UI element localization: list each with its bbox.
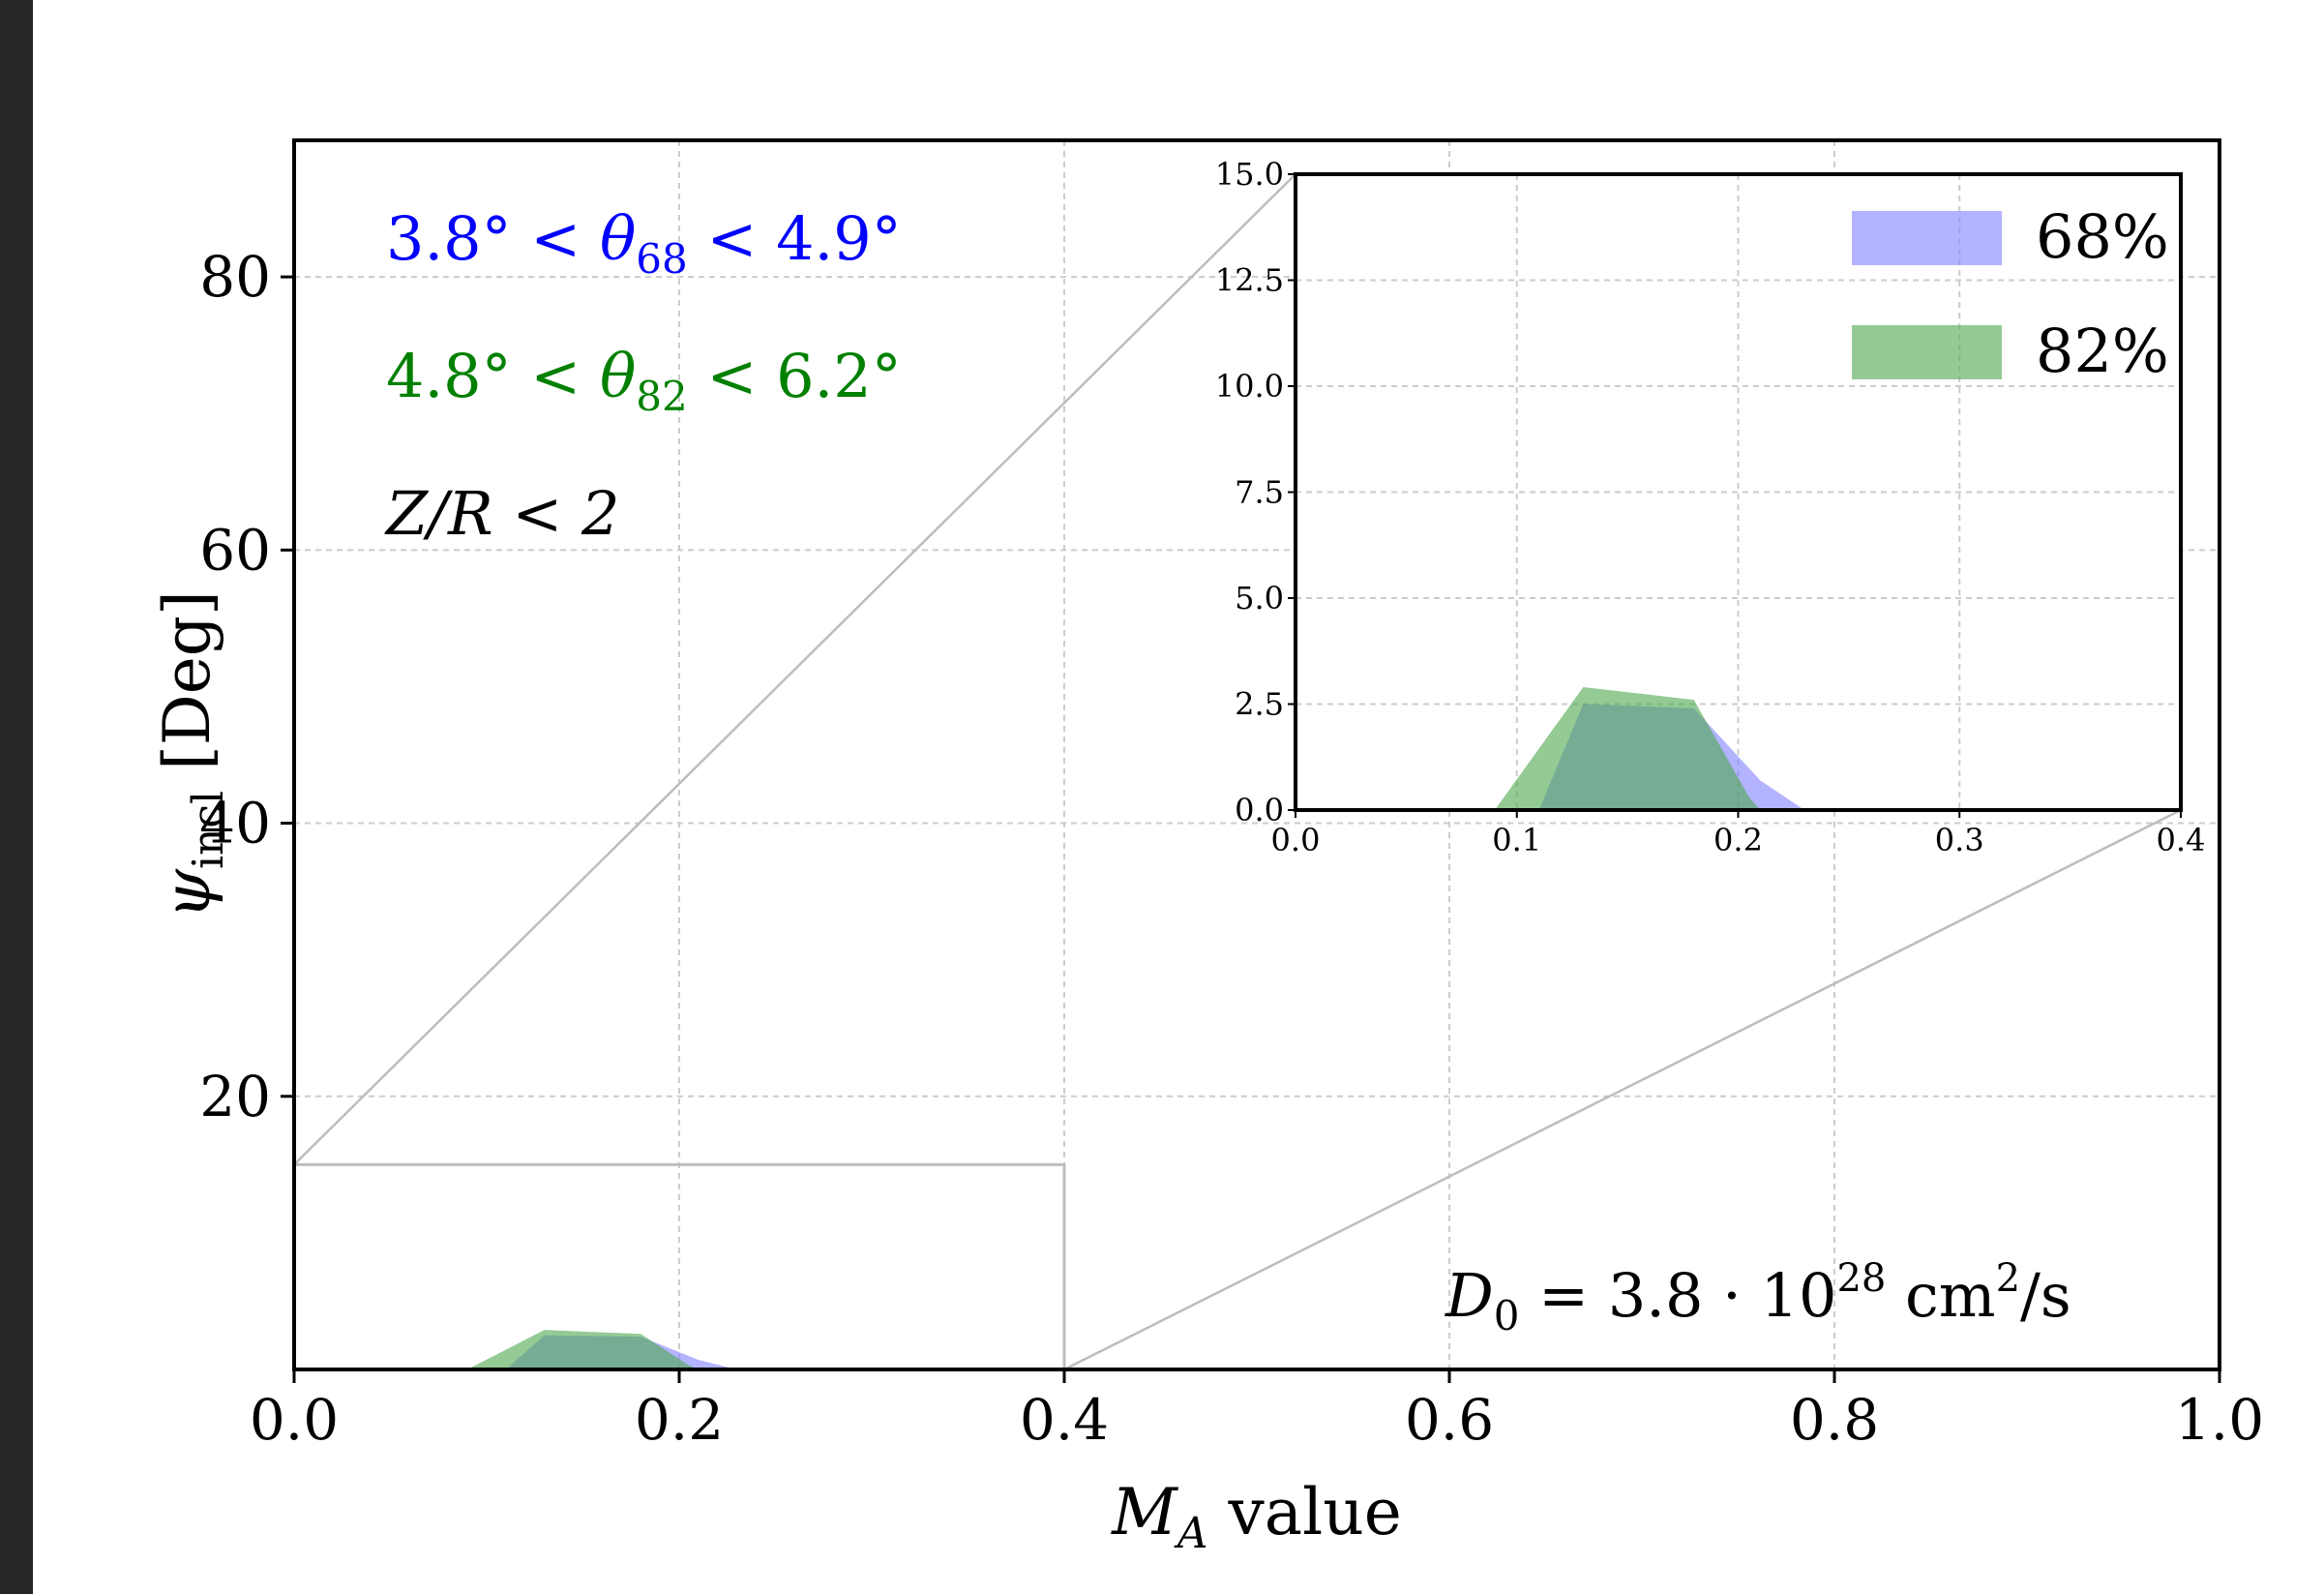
theta68-pre: 3.8° < (386, 203, 600, 274)
inset-y-tick-label: 12.5 (1215, 262, 1284, 299)
main-axes-frame (292, 138, 2221, 1371)
main-areas (467, 1330, 776, 1369)
theta82-annotation: 4.8° < θ82 < 6.2° (386, 341, 902, 420)
main-area-82pct (467, 1330, 699, 1369)
legend-swatch-68pct (1852, 211, 2002, 265)
inset-y-tick-label: 15.0 (1215, 156, 1284, 193)
y-label-rest: [Deg] (150, 590, 224, 791)
d0-unit-tail: /s (2020, 1260, 2071, 1331)
theta82-sym: θ (600, 341, 636, 411)
d0-exp: 28 (1836, 1256, 1886, 1301)
x-tick-label: 0.0 (250, 1387, 339, 1453)
inset-areas (1494, 686, 1849, 810)
inset-y-tick-label: 10.0 (1215, 368, 1284, 405)
inset-y-tick-label: 0.0 (1235, 792, 1284, 828)
d0-unit-exp: 2 (1996, 1256, 2020, 1301)
figure: 0.0 0.2 0.4 0.6 0.8 1.0 20 40 60 80 3.8° < θ68 < … (33, 0, 2324, 1594)
y-axis-label: ψincl [Deg] (150, 590, 233, 919)
zoom-connector (1063, 808, 2182, 1371)
theta68-post: < 4.9° (688, 203, 902, 274)
x-tick-label: 0.4 (1020, 1387, 1109, 1453)
x-label-sym: M (1111, 1475, 1178, 1549)
legend-swatch-82pct (1852, 325, 2002, 379)
zoom-connector (293, 173, 1296, 1166)
y-tick-label: 60 (199, 517, 271, 583)
x-tick-label: 0.8 (1790, 1387, 1879, 1453)
inset-area-82pct (1494, 686, 1761, 810)
inset-ticks: 0.0 0.1 0.2 0.3 0.4 0.0 2.5 5.0 7.5 10.0 12.5 15.0 (1215, 156, 2206, 858)
legend-label-82pct: 82% (2036, 316, 2169, 386)
d0-unit: cm (1886, 1260, 1995, 1331)
y-label-sub: incl (184, 791, 233, 869)
inset-x-tick-label: 0.2 (1713, 822, 1763, 858)
x-tick-label: 0.6 (1405, 1387, 1494, 1453)
inset-axes: 0.0 0.1 0.2 0.3 0.40.02.55.07.510.012.515.0 … (1215, 156, 2206, 858)
y-tick-label: 80 (199, 244, 271, 310)
y-tick-label: 40 (199, 791, 271, 857)
x-tick-label: 0.2 (635, 1387, 724, 1453)
inset-y-tick-label: 7.5 (1235, 474, 1284, 511)
theta68-annotation: 3.8° < θ68 < 4.9° (386, 203, 902, 283)
zr-annotation: Z/R < 2 (384, 478, 619, 549)
inset-legend: 68% 82% (1852, 201, 2169, 386)
inset-x-tick-label: 0.3 (1935, 822, 1984, 858)
x-tick-label: 1.0 (2175, 1387, 2264, 1453)
theta68-sub: 68 (636, 235, 687, 283)
theta82-pre: 4.8° < (386, 341, 600, 411)
d0-sub: 0 (1494, 1292, 1520, 1339)
theta82-sub: 82 (636, 373, 687, 420)
inset-x-tick-label: 0.4 (2157, 822, 2206, 858)
theta68-sym: θ (600, 203, 636, 274)
y-label-sym: ψ (150, 868, 224, 919)
inset-y-tick-label: 5.0 (1235, 580, 1284, 617)
x-axis-label: MA value (1111, 1475, 1402, 1558)
inset-x-tick-label: 0.0 (1271, 822, 1321, 858)
x-label-sub: A (1174, 1509, 1208, 1558)
d0-annotation: D0 = 3.8 · 1028 cm2/s (1445, 1256, 2071, 1339)
d0-eq: = 3.8 · 10 (1519, 1260, 1836, 1331)
legend-label-68pct: 68% (2036, 201, 2169, 272)
theta82-post: < 6.2° (688, 341, 902, 411)
y-tick-label: 20 (199, 1064, 271, 1129)
inset-x-tick-label: 0.1 (1492, 822, 1541, 858)
inset-y-tick-label: 2.5 (1235, 686, 1284, 723)
x-label-rest: value (1208, 1475, 1402, 1549)
d0-sym: D (1445, 1260, 1494, 1331)
